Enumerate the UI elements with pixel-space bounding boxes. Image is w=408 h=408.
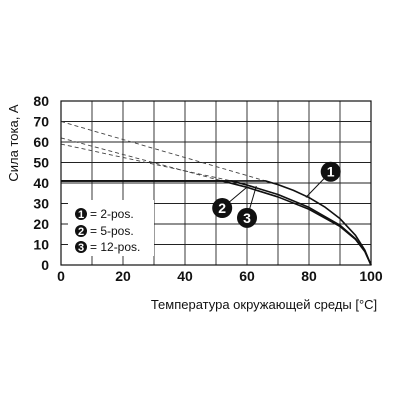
legend-marker-label-1: 1	[78, 209, 84, 221]
callout-label-1: 1	[327, 164, 335, 180]
tick-labels: 0 20 40 60 80 100 0 10 20 30 40 50 60 70 80	[33, 93, 382, 284]
legend-marker-label-2: 2	[78, 226, 84, 238]
y-tick-label: 80	[33, 93, 49, 109]
legend-item-3: 3 = 12-pos.	[75, 240, 140, 254]
derating-dashed-line-2	[60, 137, 223, 182]
x-tick-label: 40	[177, 268, 193, 284]
x-axis-label: Температура окружающей среды [°C]	[151, 297, 377, 312]
derating-dashed-line-3	[60, 143, 232, 182]
x-tick-label: 0	[57, 268, 65, 284]
series-line-3	[61, 180, 372, 266]
legend: 1 = 2-pos. 2 = 5-pos. 3 = 12-pos.	[68, 200, 154, 256]
derating-dashed-line-1	[60, 121, 266, 182]
legend-marker-label-3: 3	[78, 242, 84, 254]
plot-border	[60, 100, 372, 266]
callout-label-3: 3	[243, 210, 251, 226]
x-tick-label: 100	[359, 268, 383, 284]
legend-marker-3	[75, 241, 87, 253]
series-callouts: 1 2 3	[212, 161, 341, 228]
x-tick-label: 20	[115, 268, 131, 284]
derating-dashed-lines	[60, 121, 266, 182]
legend-marker-1	[75, 208, 87, 220]
callout-marker-1	[320, 161, 341, 182]
series-line-1	[61, 180, 372, 266]
y-axis-label: Сила тока, А	[6, 104, 21, 182]
y-tick-label: 50	[33, 155, 49, 171]
callout-marker-3	[237, 207, 257, 228]
legend-text-3: = 12-pos.	[90, 240, 140, 254]
y-tick-label: 0	[41, 257, 49, 273]
x-tick-label: 80	[301, 268, 317, 284]
x-tick-label: 60	[239, 268, 255, 284]
legend-item-1: 1 = 2-pos.	[75, 207, 134, 221]
y-tick-label: 20	[33, 216, 49, 232]
callout-label-2: 2	[218, 200, 226, 216]
y-tick-label: 30	[33, 196, 49, 212]
y-tick-label: 60	[33, 134, 49, 150]
y-tick-label: 10	[33, 237, 49, 253]
series-lines	[61, 180, 372, 266]
callout-marker-2	[212, 198, 233, 219]
y-tick-label: 40	[33, 175, 49, 191]
legend-text-2: = 5-pos.	[90, 224, 134, 238]
axes	[60, 100, 372, 266]
legend-marker-2	[75, 225, 87, 237]
legend-item-2: 2 = 5-pos.	[75, 224, 134, 238]
y-tick-label: 70	[33, 114, 49, 130]
legend-text-1: = 2-pos.	[90, 207, 134, 221]
